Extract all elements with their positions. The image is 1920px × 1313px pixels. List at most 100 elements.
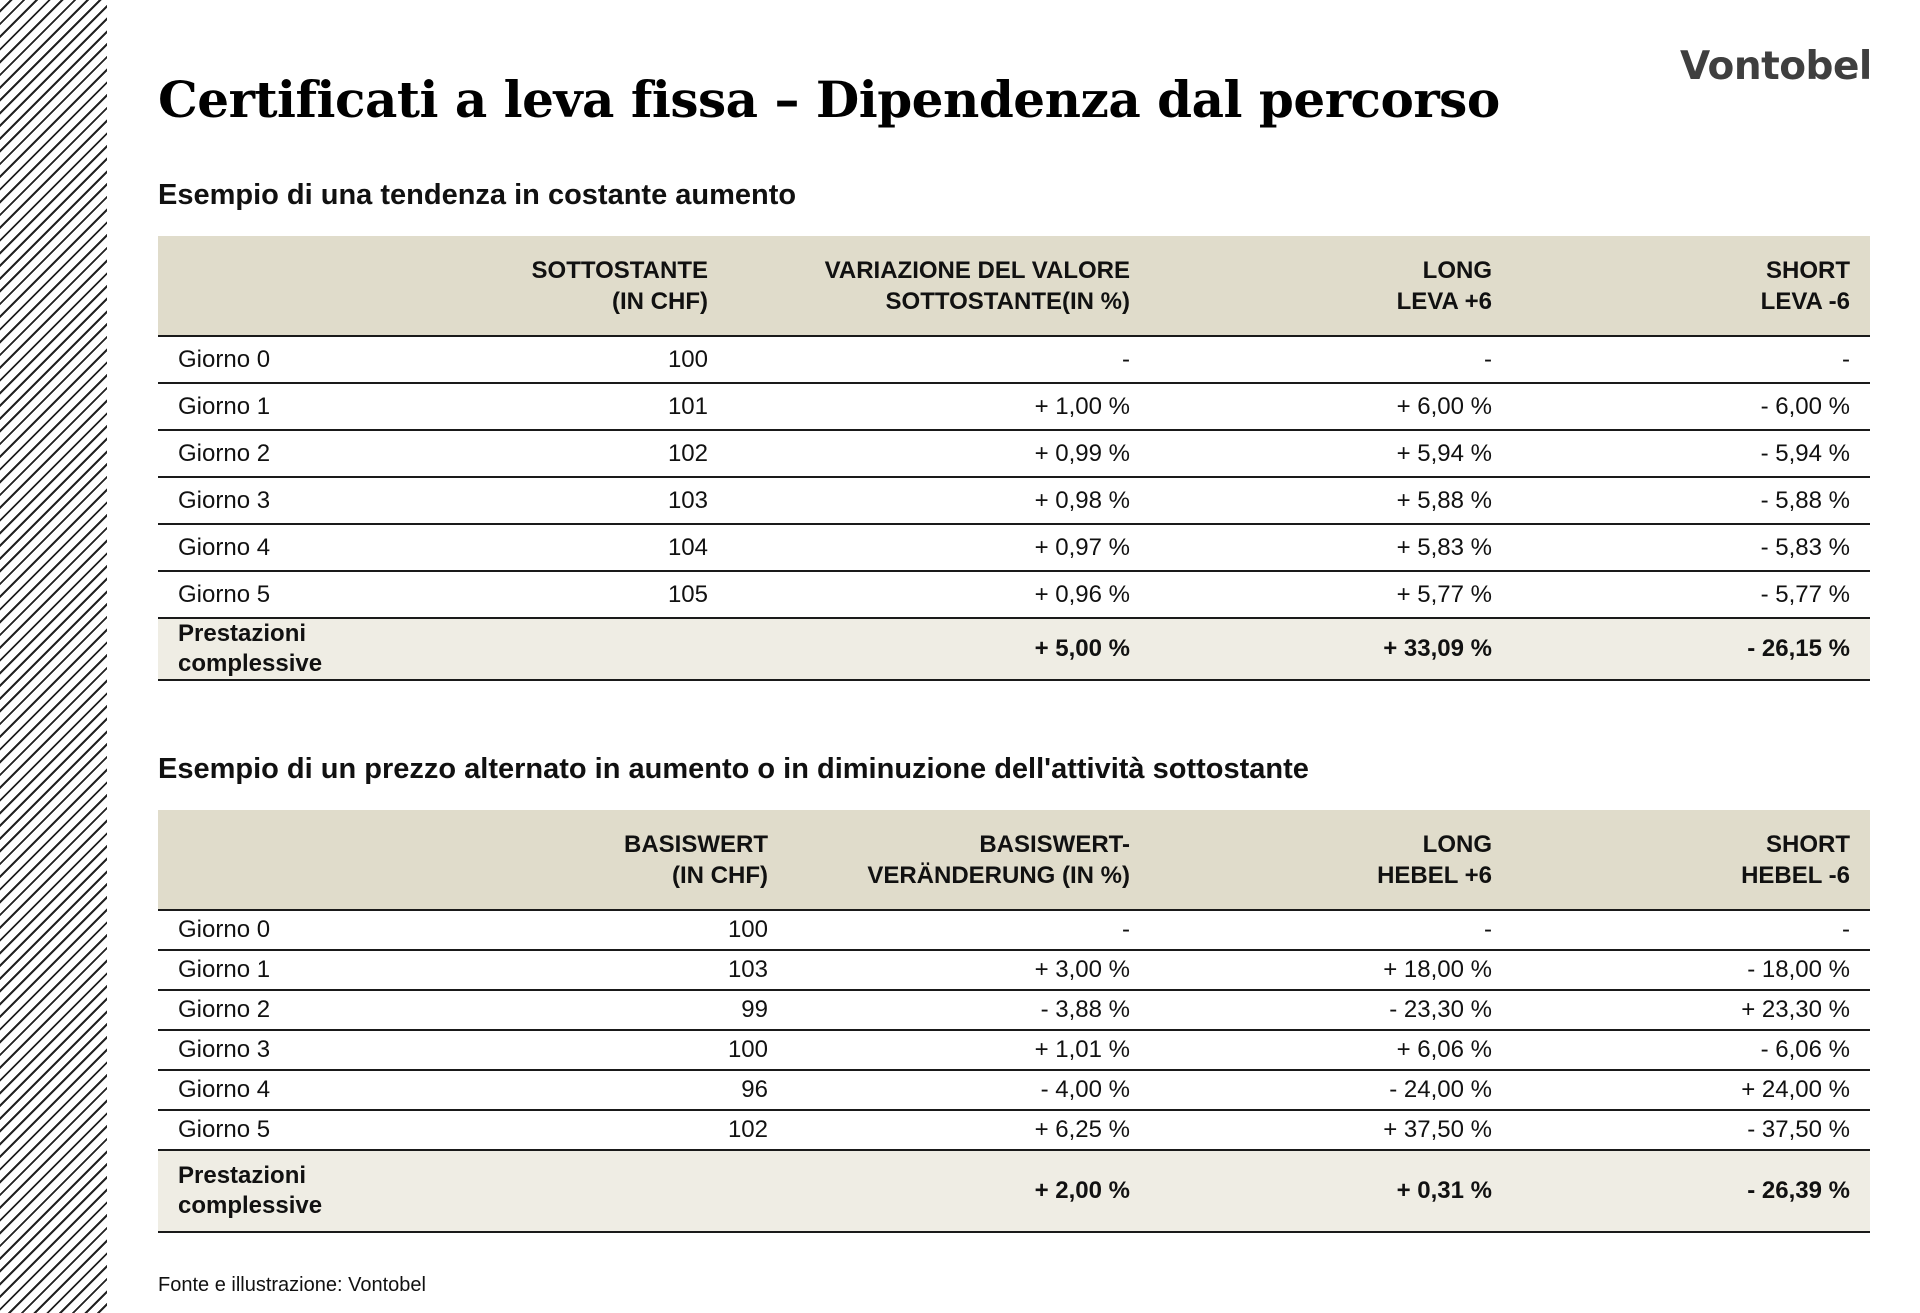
long-value: + 5,83 % <box>1396 533 1492 561</box>
underlying-value: 103 <box>667 486 708 514</box>
table-row: Giorno 1 103 + 3,00 % + 18,00 % - 18,00 … <box>158 950 1870 990</box>
header-short: SHORT HEBEL -6 <box>1512 810 1870 910</box>
underlying-value: 99 <box>741 996 768 1023</box>
day-label: Giorno 0 <box>178 345 271 373</box>
short-value: - 6,06 % <box>1760 1036 1850 1063</box>
total-long: + 0,31 % <box>1396 1177 1492 1204</box>
table-row: Giorno 1 101 + 1,00 % + 6,00 % - 6,00 % <box>158 383 1870 430</box>
underlying-value: 96 <box>741 1076 768 1103</box>
underlying-value: 100 <box>727 1036 768 1063</box>
change-value: + 1,01 % <box>1034 1036 1130 1063</box>
header-short: SHORT LEVA -6 <box>1512 236 1870 336</box>
header-cell-empty <box>158 236 378 336</box>
header-change: BASISWERT- VERÄNDERUNG (IN %) <box>788 810 1150 910</box>
total-row: Prestazioni complessive + 5,00 % + 33,09 … <box>158 618 1870 680</box>
long-value: + 5,88 % <box>1396 486 1492 514</box>
header-underlying: SOTTOSTANTE (IN CHF) <box>378 236 728 336</box>
change-value: + 0,97 % <box>1034 533 1130 561</box>
day-label: Giorno 3 <box>178 486 271 514</box>
header-underlying: BASISWERT (IN CHF) <box>378 810 788 910</box>
day-label: Giorno 1 <box>178 392 271 420</box>
table-row: Giorno 2 99 - 3,88 % - 23,30 % + 23,30 % <box>158 990 1870 1030</box>
total-long: + 33,09 % <box>1383 635 1492 662</box>
table-row: Giorno 2 102 + 0,99 % + 5,94 % - 5,94 % <box>158 430 1870 477</box>
day-label: Giorno 5 <box>178 580 271 608</box>
change-value: + 1,00 % <box>1034 392 1130 420</box>
table-header-row: SOTTOSTANTE (IN CHF) VARIAZIONE DEL VALOR… <box>158 236 1870 336</box>
total-short: - 26,15 % <box>1747 635 1850 662</box>
short-value: - 6,00 % <box>1760 392 1850 420</box>
table1-heading: Esempio di una tendenza in costante aume… <box>158 179 797 211</box>
change-value: + 3,00 % <box>1034 956 1130 983</box>
total-label: Prestazioni complessive <box>178 1162 323 1219</box>
change-value: - <box>1122 916 1130 943</box>
change-value: - 3,88 % <box>1040 996 1130 1023</box>
page-title: Certificati a leva fissa – Dipendenza da… <box>158 70 1500 129</box>
total-change: + 2,00 % <box>1034 1177 1130 1204</box>
short-value: + 23,30 % <box>1741 996 1850 1023</box>
short-value: + 24,00 % <box>1741 1076 1850 1103</box>
change-value: - <box>1122 345 1130 373</box>
table-row: Giorno 3 103 + 0,98 % + 5,88 % - 5,88 % <box>158 477 1870 524</box>
short-value: - <box>1842 916 1850 943</box>
short-value: - 5,88 % <box>1760 486 1850 514</box>
day-label: Giorno 2 <box>178 996 271 1023</box>
underlying-value: 103 <box>727 956 768 983</box>
total-change: + 5,00 % <box>1034 635 1130 662</box>
underlying-value: 105 <box>667 580 708 608</box>
day-label: Giorno 0 <box>178 916 271 943</box>
underlying-value: 101 <box>667 392 708 420</box>
header-cell-empty <box>158 810 378 910</box>
short-value: - 5,83 % <box>1760 533 1850 561</box>
underlying-value: 102 <box>727 1116 768 1143</box>
short-value: - 37,50 % <box>1747 1116 1850 1143</box>
hatched-side-band <box>0 0 107 1313</box>
table-row: Giorno 5 105 + 0,96 % + 5,77 % - 5,77 % <box>158 571 1870 618</box>
change-value: + 0,96 % <box>1034 580 1130 608</box>
table-alternating-price: BASISWERT (IN CHF) BASISWERT- VERÄNDERUNG … <box>158 810 1870 1233</box>
day-label: Giorno 3 <box>178 1036 271 1063</box>
long-value: - 23,30 % <box>1389 996 1492 1023</box>
short-value: - 5,94 % <box>1760 439 1850 467</box>
long-value: + 5,77 % <box>1396 580 1492 608</box>
total-short: - 26,39 % <box>1747 1177 1850 1204</box>
table-header-row: BASISWERT (IN CHF) BASISWERT- VERÄNDERUNG … <box>158 810 1870 910</box>
source-note: Fonte e illustrazione: Vontobel <box>158 1274 426 1296</box>
table-row: Giorno 5 102 + 6,25 % + 37,50 % - 37,50 … <box>158 1110 1870 1150</box>
day-label: Giorno 4 <box>178 1076 271 1103</box>
long-value: + 6,00 % <box>1396 392 1492 420</box>
header-long: LONG HEBEL +6 <box>1150 810 1512 910</box>
underlying-value: 100 <box>727 916 768 943</box>
table-row: Giorno 0 100 - - - <box>158 336 1870 383</box>
table2-heading: Esempio di un prezzo alternato in aument… <box>158 753 1309 785</box>
brand-logo: Vontobel <box>1680 44 1872 89</box>
long-value: - <box>1484 916 1492 943</box>
table-row: Giorno 0 100 - - - <box>158 910 1870 950</box>
day-label: Giorno 2 <box>178 439 271 467</box>
total-underlying <box>378 1150 788 1232</box>
change-value: + 6,25 % <box>1034 1116 1130 1143</box>
short-value: - <box>1842 345 1850 373</box>
table-row: Giorno 3 100 + 1,01 % + 6,06 % - 6,06 % <box>158 1030 1870 1070</box>
underlying-value: 102 <box>667 439 708 467</box>
long-value: + 5,94 % <box>1396 439 1492 467</box>
long-value: - 24,00 % <box>1389 1076 1492 1103</box>
table-row: Giorno 4 96 - 4,00 % - 24,00 % + 24,00 % <box>158 1070 1870 1110</box>
table-steady-trend: SOTTOSTANTE (IN CHF) VARIAZIONE DEL VALOR… <box>158 236 1870 681</box>
change-value: - 4,00 % <box>1040 1076 1130 1103</box>
day-label: Giorno 5 <box>178 1116 271 1143</box>
day-label: Giorno 1 <box>178 956 271 983</box>
table-row: Giorno 4 104 + 0,97 % + 5,83 % - 5,83 % <box>158 524 1870 571</box>
change-value: + 0,98 % <box>1034 486 1130 514</box>
underlying-value: 100 <box>667 345 708 373</box>
change-value: + 0,99 % <box>1034 439 1130 467</box>
short-value: - 18,00 % <box>1747 956 1850 983</box>
total-label: Prestazioni complessive <box>178 620 323 677</box>
short-value: - 5,77 % <box>1760 580 1850 608</box>
long-value: + 6,06 % <box>1396 1036 1492 1063</box>
total-underlying <box>378 618 728 680</box>
long-value: + 37,50 % <box>1383 1116 1492 1143</box>
long-value: + 18,00 % <box>1383 956 1492 983</box>
long-value: - <box>1484 345 1492 373</box>
header-long: LONG LEVA +6 <box>1150 236 1512 336</box>
